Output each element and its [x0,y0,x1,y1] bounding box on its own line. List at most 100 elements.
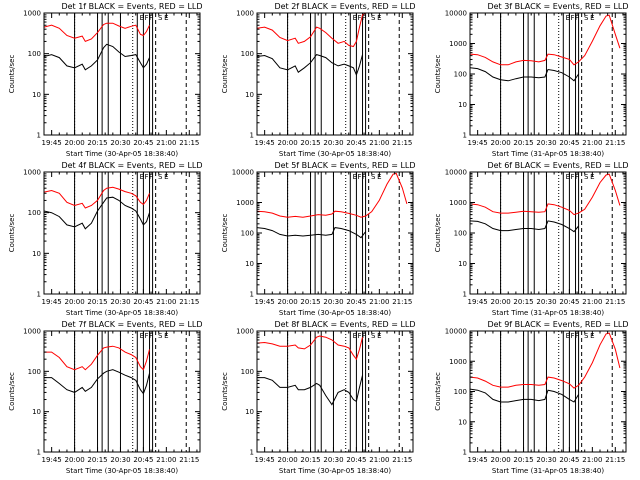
y-tick-label: 10 [245,408,254,416]
x-tick-label: 19:45 [255,456,275,464]
plot-data: EFFSE [470,172,621,294]
chart-panel-det3f: Det 3f BLACK = Events, RED = LLD Counts/s… [434,2,629,158]
x-tick-label: 20:30 [536,139,556,147]
y-axis-label: Counts/sec [434,372,442,411]
chart-title: Det 2f BLACK = Events, RED = LLD [274,2,415,11]
x-axis-label: Start Time (30-Apr-05 18:38:40) [279,467,391,475]
chart-title: Det 3f BLACK = Events, RED = LLD [487,2,628,11]
x-tick-label: 19:45 [42,139,62,147]
overlay-label: E [566,332,570,340]
x-tick-label: 20:00 [64,298,84,306]
overlay-label: F [362,332,366,340]
overlay-label: E [353,173,357,181]
overlay-label: S [158,14,163,22]
x-tick-label: 20:45 [559,456,579,464]
series-line-events [470,388,580,403]
series-line-lld [257,172,408,218]
chart-panel-det6f: Det 6f BLACK = Events, RED = LLD Counts/s… [434,161,629,317]
y-tick-label: 1 [463,291,467,299]
x-tick-label: 20:30 [110,139,130,147]
y-axis-label: Counts/sec [221,55,229,94]
y-tick-label: 10 [32,250,41,258]
y-tick-label: 1000 [449,199,467,207]
chart-title: Det 5f BLACK = Events, RED = LLD [274,161,415,170]
plot-data: EFFSE [470,331,621,452]
x-tick-label: 21:00 [156,456,176,464]
x-tick-label: 21:15 [179,298,199,306]
y-tick-label: 10 [245,91,254,99]
plot-data: EFFSE [44,331,187,452]
y-tick-label: 1000 [236,328,254,336]
x-tick-label: 21:15 [392,298,412,306]
overlay-label: E [566,173,570,181]
y-tick-label: 1 [37,291,41,299]
x-axis-label: Start Time (31-Apr-05 18:38:40) [492,309,604,317]
x-tick-label: 21:00 [156,298,176,306]
x-tick-label: 20:30 [323,298,343,306]
x-tick-label: 19:45 [468,298,488,306]
x-tick-label: 19:45 [255,298,275,306]
overlay-label: F [144,332,148,340]
overlay-label: F [357,14,361,22]
plot-frame [43,12,201,136]
chart-panel-det9f: Det 9f BLACK = Events, RED = LLD Counts/s… [434,320,629,475]
y-tick-label: 1000 [23,169,41,177]
x-axis-label: Start Time (30-Apr-05 18:38:40) [66,309,178,317]
x-tick-label: 20:15 [87,298,107,306]
x-axis-label: Start Time (31-Apr-05 18:38:40) [492,467,604,475]
series-line-lld [257,335,363,361]
y-tick-label: 1000 [236,10,254,18]
x-tick-label: 21:00 [369,139,389,147]
x-tick-label: 19:45 [42,456,62,464]
y-tick-label: 1000 [23,10,41,18]
y-tick-label: 10000 [445,10,467,18]
overlay-label: F [575,14,579,22]
series-line-lld [470,14,621,66]
x-tick-label: 20:30 [536,456,556,464]
y-tick-label: 10 [458,260,467,268]
chart-panel-det4f: Det 4f BLACK = Events, RED = LLD Counts/s… [8,161,203,317]
y-tick-label: 100 [28,368,41,376]
chart-title: Det 7f BLACK = Events, RED = LLD [61,320,202,329]
y-tick-label: 10 [458,101,467,109]
overlay-label: F [144,14,148,22]
x-tick-label: 20:15 [300,298,320,306]
x-tick-label: 20:00 [277,298,297,306]
overlay-label: F [362,14,366,22]
chart-title: Det 4f BLACK = Events, RED = LLD [61,161,202,170]
series-line-events [44,369,150,395]
overlay-label: E [566,14,570,22]
chart-title: Det 9f BLACK = Events, RED = LLD [487,320,628,329]
x-tick-label: 20:30 [110,456,130,464]
x-tick-label: 21:00 [369,298,389,306]
series-line-lld [44,345,150,371]
x-tick-label: 21:15 [605,298,625,306]
overlay-label: F [570,14,574,22]
overlay-label: S [584,14,589,22]
x-tick-label: 20:45 [346,139,366,147]
x-tick-label: 20:15 [87,139,107,147]
plot-frame [256,12,414,136]
overlay-label: S [158,173,163,181]
plot-data: EFFSE [257,13,400,135]
x-tick-label: 20:45 [133,139,153,147]
x-axis-label: Start Time (31-Apr-05 18:38:40) [492,150,604,158]
x-tick-label: 20:00 [490,456,510,464]
overlay-label: F [362,173,366,181]
overlay-label: S [371,173,376,181]
x-tick-label: 19:45 [468,456,488,464]
series-line-events [470,220,579,233]
overlay-label: F [570,173,574,181]
overlay-label: F [357,173,361,181]
x-tick-label: 20:30 [110,298,130,306]
y-tick-label: 1000 [23,328,41,336]
x-tick-label: 20:30 [323,139,343,147]
plot-data: EFFSE [44,13,187,135]
y-axis-label: Counts/sec [221,214,229,253]
y-tick-label: 1 [463,449,467,457]
y-axis-label: Counts/sec [434,55,442,94]
chart-panel-det5f: Det 5f BLACK = Events, RED = LLD Counts/s… [221,161,416,317]
x-tick-label: 21:15 [392,456,412,464]
y-tick-label: 1 [250,291,254,299]
